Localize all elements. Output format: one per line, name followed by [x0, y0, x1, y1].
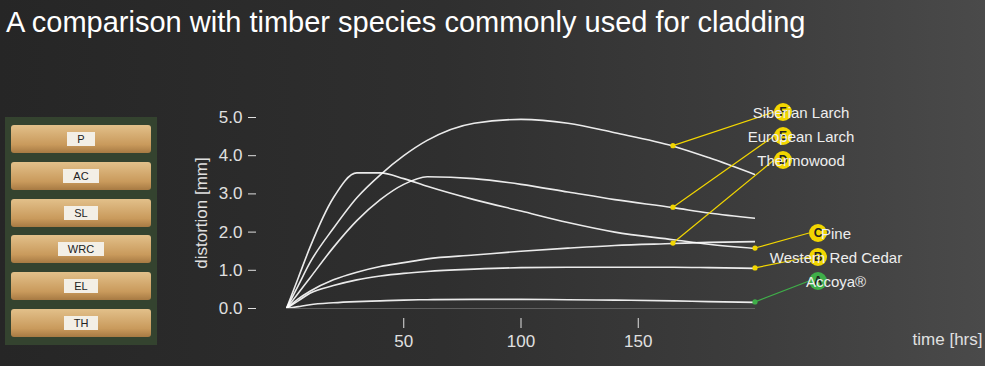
- svg-text:1.0: 1.0: [219, 261, 243, 280]
- html-text:TH: TH: [73, 317, 89, 329]
- svg-text:Thermowood: Thermowood: [757, 152, 845, 169]
- svg-text:European Larch: European Larch: [748, 128, 855, 145]
- svg-text:100: 100: [507, 332, 535, 351]
- svg-text:2.0: 2.0: [219, 223, 243, 242]
- html-text:AC: AC: [73, 169, 89, 182]
- svg-text:time [hrs]: time [hrs]: [913, 330, 983, 349]
- svg-text:5.0: 5.0: [219, 108, 243, 127]
- svg-text:3.0: 3.0: [219, 184, 243, 203]
- svg-text:distortion [mm]: distortion [mm]: [192, 157, 211, 268]
- html-text:WRC: WRC: [67, 243, 95, 256]
- svg-text:Western Red Cedar: Western Red Cedar: [770, 249, 902, 266]
- html-text:EL: EL: [74, 280, 88, 293]
- svg-text:Accoya®: Accoya®: [806, 273, 866, 290]
- svg-text:50: 50: [394, 332, 413, 351]
- svg-text:Pine: Pine: [821, 225, 851, 242]
- svg-text:150: 150: [624, 332, 652, 351]
- html-text:SL: SL: [74, 206, 88, 219]
- svg-text:C: C: [813, 226, 823, 240]
- svg-text:Siberian Larch: Siberian Larch: [753, 104, 850, 121]
- svg-text:0.0: 0.0: [219, 299, 243, 318]
- svg-text:4.0: 4.0: [219, 146, 243, 165]
- html-text:P: P: [77, 133, 85, 145]
- html-text:A comparison with timber speci: A comparison with timber species commonl…: [6, 6, 806, 38]
